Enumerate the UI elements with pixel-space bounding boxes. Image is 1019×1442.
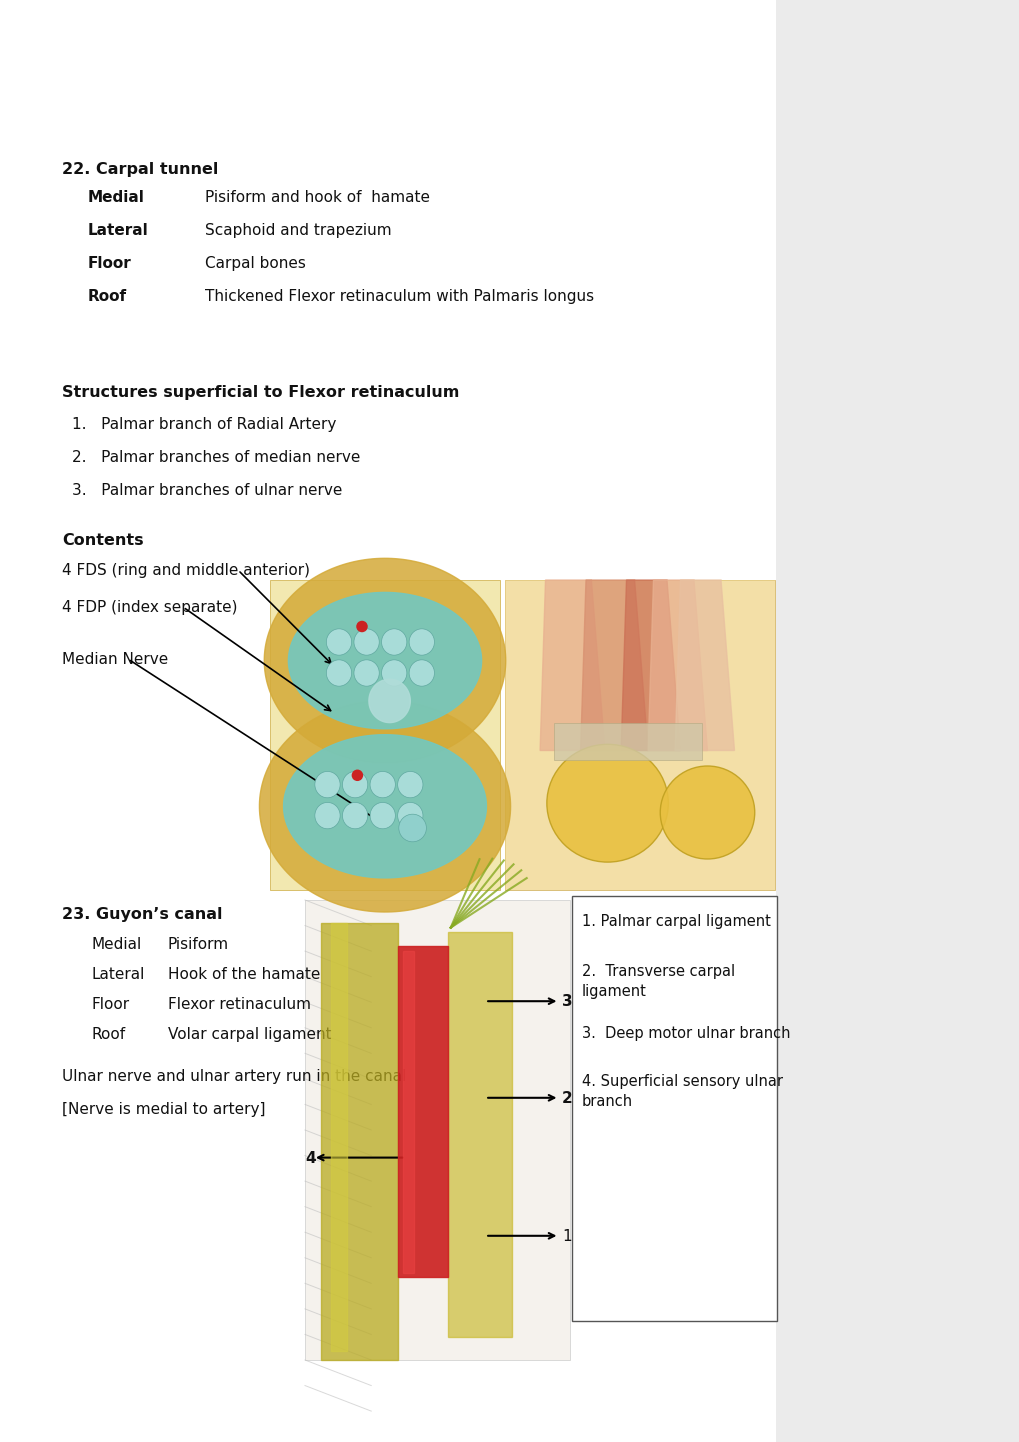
Polygon shape [331, 923, 347, 1351]
Bar [775, 0, 1019, 1442]
Text: Thickened Flexor retinaculum with Palmaris longus: Thickened Flexor retinaculum with Palmar… [205, 288, 593, 304]
Text: 3: 3 [561, 994, 572, 1009]
Circle shape [352, 770, 363, 782]
Text: Scaphoid and trapezium: Scaphoid and trapezium [205, 224, 391, 238]
Ellipse shape [354, 660, 379, 686]
Text: 3.   Palmar branches of ulnar nerve: 3. Palmar branches of ulnar nerve [72, 483, 342, 497]
Text: branch: branch [582, 1094, 633, 1109]
Text: ligament: ligament [582, 983, 646, 999]
Text: 23. Guyon’s canal: 23. Guyon’s canal [62, 907, 222, 921]
Ellipse shape [659, 766, 754, 859]
Text: Roof: Roof [92, 1027, 126, 1043]
Ellipse shape [370, 802, 395, 829]
Ellipse shape [409, 660, 434, 686]
Text: 3.  Deep motor ulnar branch: 3. Deep motor ulnar branch [582, 1027, 790, 1041]
Bar [572, 895, 776, 1321]
Text: Ulnar nerve and ulnar artery run in the canal: Ulnar nerve and ulnar artery run in the … [62, 1069, 406, 1084]
Text: Volar carpal ligament: Volar carpal ligament [168, 1027, 331, 1043]
Polygon shape [647, 580, 707, 750]
Text: Roof: Roof [88, 288, 127, 304]
Text: Medial: Medial [88, 190, 145, 205]
Polygon shape [621, 580, 680, 750]
Ellipse shape [342, 771, 368, 797]
Ellipse shape [370, 771, 395, 797]
Ellipse shape [315, 771, 339, 797]
Ellipse shape [326, 629, 352, 655]
Text: Contents: Contents [62, 534, 144, 548]
Ellipse shape [409, 629, 434, 655]
Bar [305, 900, 570, 1360]
Text: Floor: Floor [88, 257, 131, 271]
Text: Structures superficial to Flexor retinaculum: Structures superficial to Flexor retinac… [62, 385, 459, 399]
Bar [270, 580, 499, 890]
Polygon shape [580, 580, 647, 750]
Ellipse shape [546, 744, 667, 862]
Text: 4 FDS (ring and middle anterior): 4 FDS (ring and middle anterior) [62, 562, 310, 578]
Text: 1.   Palmar branch of Radial Artery: 1. Palmar branch of Radial Artery [72, 417, 336, 433]
Bar [504, 580, 774, 890]
Text: 4 FDP (index separate): 4 FDP (index separate) [62, 600, 237, 614]
Ellipse shape [342, 802, 368, 829]
Ellipse shape [381, 629, 407, 655]
Text: Pisiform and hook of  hamate: Pisiform and hook of hamate [205, 190, 430, 205]
Text: 4. Superficial sensory ulnar: 4. Superficial sensory ulnar [582, 1074, 783, 1089]
Ellipse shape [397, 771, 423, 797]
Ellipse shape [354, 629, 379, 655]
Text: Medial: Medial [92, 937, 142, 952]
Text: 2.  Transverse carpal: 2. Transverse carpal [582, 965, 735, 979]
Text: 4: 4 [305, 1151, 315, 1165]
Text: 2: 2 [561, 1090, 573, 1106]
Text: 2.   Palmar branches of median nerve: 2. Palmar branches of median nerve [72, 450, 360, 464]
Text: Flexor retinaculum: Flexor retinaculum [168, 996, 311, 1012]
Text: Lateral: Lateral [92, 968, 146, 982]
Ellipse shape [397, 802, 423, 829]
Ellipse shape [381, 660, 407, 686]
Text: 1: 1 [561, 1229, 571, 1244]
Polygon shape [283, 734, 486, 878]
Text: 1. Palmar carpal ligament: 1. Palmar carpal ligament [582, 914, 770, 929]
Polygon shape [397, 946, 447, 1278]
Text: Pisiform: Pisiform [168, 937, 229, 952]
Polygon shape [403, 950, 414, 1273]
Text: [Nerve is medial to artery]: [Nerve is medial to artery] [62, 1102, 265, 1118]
Text: Hook of the hamate: Hook of the hamate [168, 968, 320, 982]
Polygon shape [288, 593, 481, 728]
Circle shape [398, 815, 426, 842]
Text: Lateral: Lateral [88, 224, 149, 238]
Bar [504, 580, 774, 890]
Polygon shape [540, 580, 604, 750]
Bar [553, 722, 701, 760]
Text: Carpal bones: Carpal bones [205, 257, 306, 271]
Polygon shape [259, 701, 511, 911]
Circle shape [356, 620, 368, 632]
Polygon shape [447, 932, 512, 1337]
Polygon shape [369, 679, 410, 722]
Polygon shape [675, 580, 734, 750]
Polygon shape [264, 558, 505, 763]
Text: 22. Carpal tunnel: 22. Carpal tunnel [62, 162, 218, 177]
Ellipse shape [326, 660, 352, 686]
Polygon shape [321, 923, 397, 1360]
Text: Floor: Floor [92, 996, 130, 1012]
Ellipse shape [315, 802, 339, 829]
Text: Median Nerve: Median Nerve [62, 652, 168, 668]
